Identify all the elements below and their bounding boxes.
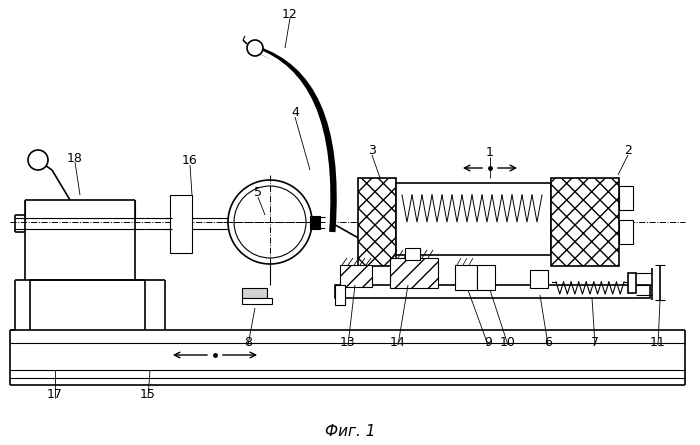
Bar <box>340 265 372 287</box>
Bar <box>619 220 633 244</box>
Circle shape <box>228 180 312 264</box>
Bar <box>619 186 633 210</box>
Bar <box>310 216 320 229</box>
Bar <box>390 258 438 288</box>
Circle shape <box>28 150 48 170</box>
Text: 11: 11 <box>650 336 666 348</box>
Bar <box>551 178 619 266</box>
Text: 3: 3 <box>368 143 376 157</box>
Text: 18: 18 <box>67 151 83 165</box>
Bar <box>396 183 551 255</box>
Bar <box>530 270 548 288</box>
Text: 15: 15 <box>140 388 156 401</box>
Text: 13: 13 <box>340 336 356 348</box>
Text: 12: 12 <box>282 8 298 20</box>
Bar <box>477 265 495 290</box>
Bar <box>455 265 477 290</box>
Bar <box>405 248 420 260</box>
Text: 2: 2 <box>624 143 632 157</box>
Text: 16: 16 <box>182 154 198 166</box>
Text: 5: 5 <box>254 186 262 198</box>
Text: 7: 7 <box>591 336 599 348</box>
Circle shape <box>234 186 306 258</box>
Text: Фиг. 1: Фиг. 1 <box>325 425 375 440</box>
Bar <box>628 273 636 293</box>
Text: 14: 14 <box>390 336 406 348</box>
Bar <box>335 285 345 305</box>
Text: 10: 10 <box>500 336 516 348</box>
Circle shape <box>247 40 263 56</box>
Text: 17: 17 <box>47 388 63 401</box>
Bar <box>358 178 396 266</box>
Text: 1: 1 <box>486 146 494 158</box>
Text: 8: 8 <box>244 336 252 348</box>
Bar <box>335 285 650 298</box>
Bar <box>170 195 192 253</box>
Text: 6: 6 <box>544 336 552 348</box>
Text: 4: 4 <box>291 105 299 118</box>
Text: 9: 9 <box>484 336 492 348</box>
Bar <box>242 288 267 298</box>
Bar <box>242 298 272 304</box>
